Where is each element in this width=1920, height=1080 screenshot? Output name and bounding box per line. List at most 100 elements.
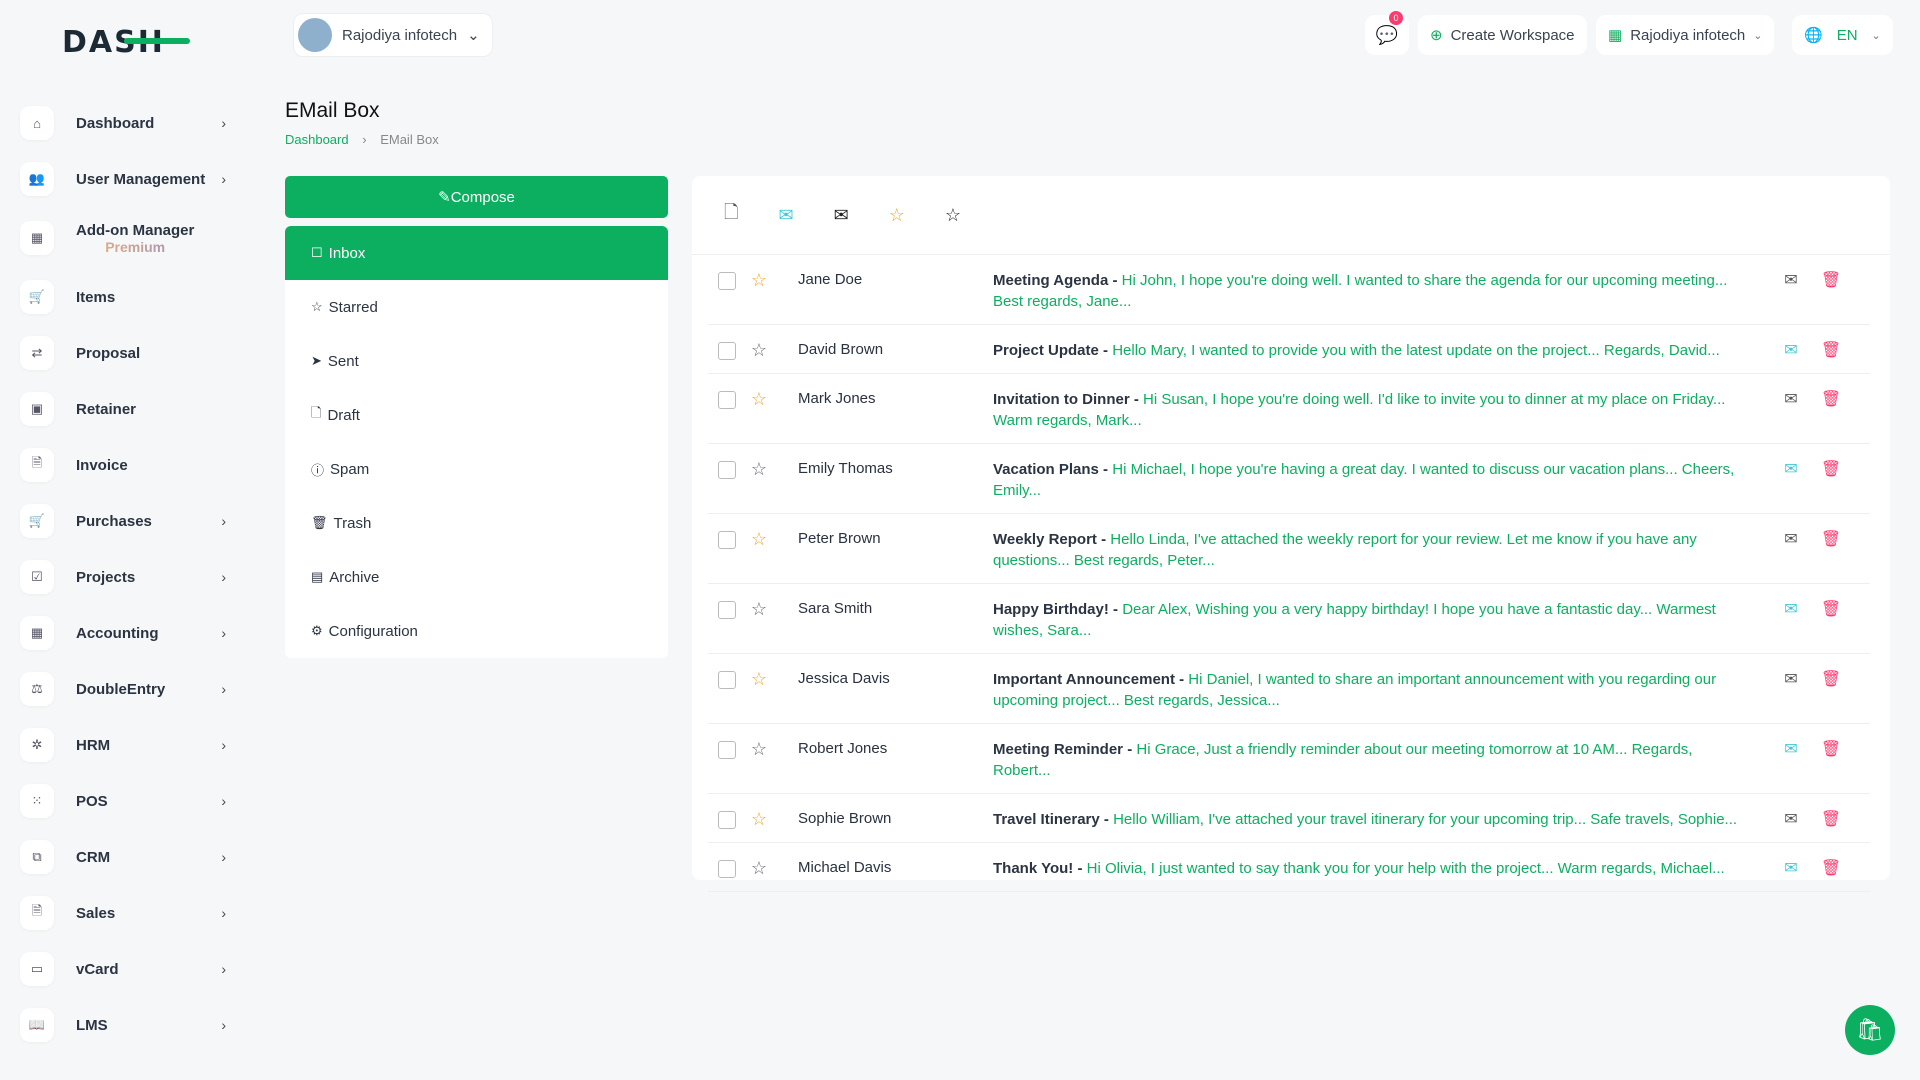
sidebar-item-retainer[interactable]: ▣ Retainer: [20, 381, 230, 437]
star-icon[interactable]: ☆: [750, 340, 768, 360]
email-row[interactable]: ☆ Jane Doe Meeting Agenda - Hi John, I h…: [708, 255, 1870, 325]
language-switcher[interactable]: 🌐 EN ⌄: [1792, 15, 1893, 55]
sidebar-item-hrm[interactable]: ✲ HRM ›: [20, 717, 230, 773]
sidebar-item-projects[interactable]: ☑ Projects ›: [20, 549, 230, 605]
folder-configuration[interactable]: ⚙ Configuration: [285, 604, 668, 658]
mail-opened-icon[interactable]: ✉: [1784, 272, 1798, 289]
email-row[interactable]: ☆ Michael Davis Thank You! - Hi Olivia, …: [708, 843, 1870, 892]
star-icon[interactable]: ☆: [750, 529, 768, 549]
folder-draft[interactable]: 🗋 Draft: [285, 388, 668, 442]
email-content[interactable]: Vacation Plans - Hi Michael, I hope you'…: [993, 461, 1735, 499]
trash-icon[interactable]: 🗑: [1820, 461, 1842, 478]
select-checkbox[interactable]: [718, 741, 736, 759]
select-checkbox[interactable]: [718, 671, 736, 689]
file-export-icon[interactable]: 🗋: [724, 202, 739, 222]
email-content[interactable]: Weekly Report - Hello Linda, I've attach…: [993, 531, 1697, 569]
email-content[interactable]: Meeting Agenda - Hi John, I hope you're …: [993, 272, 1728, 310]
select-checkbox[interactable]: [718, 860, 736, 878]
mail-opened-icon[interactable]: ✉: [833, 204, 849, 225]
sidebar-item-dashboard[interactable]: ⌂ Dashboard ›: [20, 95, 230, 151]
star-outline-icon[interactable]: ☆: [944, 204, 961, 225]
workspace-switcher[interactable]: Rajodiya infotech ⌄: [293, 13, 493, 57]
trash-icon[interactable]: 🗑: [1820, 601, 1842, 618]
email-row[interactable]: ☆ Peter Brown Weekly Report - Hello Lind…: [708, 514, 1870, 584]
email-content[interactable]: Happy Birthday! - Dear Alex, Wishing you…: [993, 601, 1716, 639]
select-checkbox[interactable]: [718, 391, 736, 409]
sidebar-item-items[interactable]: 🛒 Items: [20, 269, 230, 325]
email-row[interactable]: ☆ Robert Jones Meeting Reminder - Hi Gra…: [708, 724, 1870, 794]
mail-icon[interactable]: ✉: [1784, 461, 1798, 478]
sidebar-item-crm[interactable]: ⧉ CRM ›: [20, 829, 230, 885]
trash-icon[interactable]: 🗑: [1820, 671, 1842, 688]
mail-opened-icon[interactable]: ✉: [1784, 811, 1798, 828]
trash-icon[interactable]: 🗑: [1820, 342, 1842, 359]
email-content[interactable]: Meeting Reminder - Hi Grace, Just a frie…: [993, 741, 1693, 779]
email-content[interactable]: Thank You! - Hi Olivia, I just wanted to…: [993, 860, 1725, 877]
mail-icon[interactable]: ✉: [1784, 342, 1798, 359]
folder-spam[interactable]: ⓘ Spam: [285, 442, 668, 496]
select-checkbox[interactable]: [718, 811, 736, 829]
sidebar-item-vcard[interactable]: ▭ vCard ›: [20, 941, 230, 997]
select-checkbox[interactable]: [718, 531, 736, 549]
trash-icon[interactable]: 🗑: [1820, 741, 1842, 758]
select-checkbox[interactable]: [718, 342, 736, 360]
email-content[interactable]: Invitation to Dinner - Hi Susan, I hope …: [993, 391, 1726, 429]
star-icon[interactable]: ☆: [750, 858, 768, 878]
mail-opened-icon[interactable]: ✉: [1784, 671, 1798, 688]
star-icon[interactable]: ☆: [750, 669, 768, 689]
star-icon[interactable]: ☆: [888, 204, 905, 225]
folder-sent[interactable]: ➤ Sent: [285, 334, 668, 388]
email-content[interactable]: Important Announcement - Hi Daniel, I wa…: [993, 671, 1717, 709]
sidebar-item-add-on-manager[interactable]: ▦ Add-on Manager Premium: [20, 207, 230, 269]
mail-opened-icon[interactable]: ✉: [1784, 391, 1798, 408]
trash-icon[interactable]: 🗑: [1820, 531, 1842, 548]
email-row[interactable]: ☆ Sophie Brown Travel Itinerary - Hello …: [708, 794, 1870, 843]
breadcrumb-dashboard[interactable]: Dashboard: [285, 132, 349, 147]
email-row[interactable]: ☆ David Brown Project Update - Hello Mar…: [708, 325, 1870, 374]
folder-trash[interactable]: 🗑 Trash: [285, 496, 668, 550]
email-row[interactable]: ☆ Sara Smith Happy Birthday! - Dear Alex…: [708, 584, 1870, 654]
folder-archive[interactable]: ▤ Archive: [285, 550, 668, 604]
star-icon[interactable]: ☆: [750, 599, 768, 619]
mail-icon[interactable]: ✉: [1784, 601, 1798, 618]
sidebar-item-purchases[interactable]: 🛒 Purchases ›: [20, 493, 230, 549]
email-row[interactable]: ☆ Emily Thomas Vacation Plans - Hi Micha…: [708, 444, 1870, 514]
trash-icon[interactable]: 🗑: [1820, 391, 1842, 408]
sidebar-item-accounting[interactable]: ▦ Accounting ›: [20, 605, 230, 661]
star-icon[interactable]: ☆: [750, 739, 768, 759]
sidebar-item-lms[interactable]: 📖 LMS ›: [20, 997, 230, 1053]
messages-button[interactable]: 💬 0: [1365, 11, 1409, 55]
trash-icon[interactable]: 🗑: [1820, 811, 1842, 828]
email-content[interactable]: Project Update - Hello Mary, I wanted to…: [993, 342, 1720, 359]
company-switcher[interactable]: ▦ Rajodiya infotech ⌄: [1596, 15, 1775, 55]
email-content[interactable]: Travel Itinerary - Hello William, I've a…: [993, 811, 1738, 828]
folder-label: Configuration: [328, 622, 418, 640]
email-sender: Jessica Davis: [798, 670, 890, 687]
select-checkbox[interactable]: [718, 272, 736, 290]
email-row[interactable]: ☆ Jessica Davis Important Announcement -…: [708, 654, 1870, 724]
compose-button[interactable]: ✎ Compose: [285, 176, 668, 218]
select-checkbox[interactable]: [718, 461, 736, 479]
sidebar-item-proposal[interactable]: ⇄ Proposal: [20, 325, 230, 381]
star-icon[interactable]: ☆: [750, 270, 768, 290]
folder-inbox[interactable]: ☐ Inbox: [285, 226, 668, 280]
star-icon[interactable]: ☆: [750, 809, 768, 829]
mail-icon[interactable]: ✉: [1784, 741, 1798, 758]
mail-opened-icon[interactable]: ✉: [1784, 531, 1798, 548]
email-row[interactable]: ☆ Mark Jones Invitation to Dinner - Hi S…: [708, 374, 1870, 444]
trash-icon[interactable]: 🗑: [1820, 272, 1842, 289]
star-icon[interactable]: ☆: [750, 389, 768, 409]
sidebar-item-sales[interactable]: 🗎 Sales ›: [20, 885, 230, 941]
mail-icon[interactable]: ✉: [778, 204, 794, 225]
mail-icon[interactable]: ✉: [1784, 860, 1798, 877]
create-workspace-button[interactable]: ⊕ Create Workspace: [1418, 15, 1587, 55]
select-checkbox[interactable]: [718, 601, 736, 619]
sidebar-item-user-management[interactable]: 👥 User Management ›: [20, 151, 230, 207]
sidebar-item-invoice[interactable]: 🗎 Invoice: [20, 437, 230, 493]
cart-button[interactable]: 🛍: [1845, 1005, 1895, 1055]
folder-starred[interactable]: ☆ Starred: [285, 280, 668, 334]
trash-icon[interactable]: 🗑: [1820, 860, 1842, 877]
star-icon[interactable]: ☆: [750, 459, 768, 479]
sidebar-item-doubleentry[interactable]: ⚖ DoubleEntry ›: [20, 661, 230, 717]
sidebar-item-pos[interactable]: ⁙ POS ›: [20, 773, 230, 829]
